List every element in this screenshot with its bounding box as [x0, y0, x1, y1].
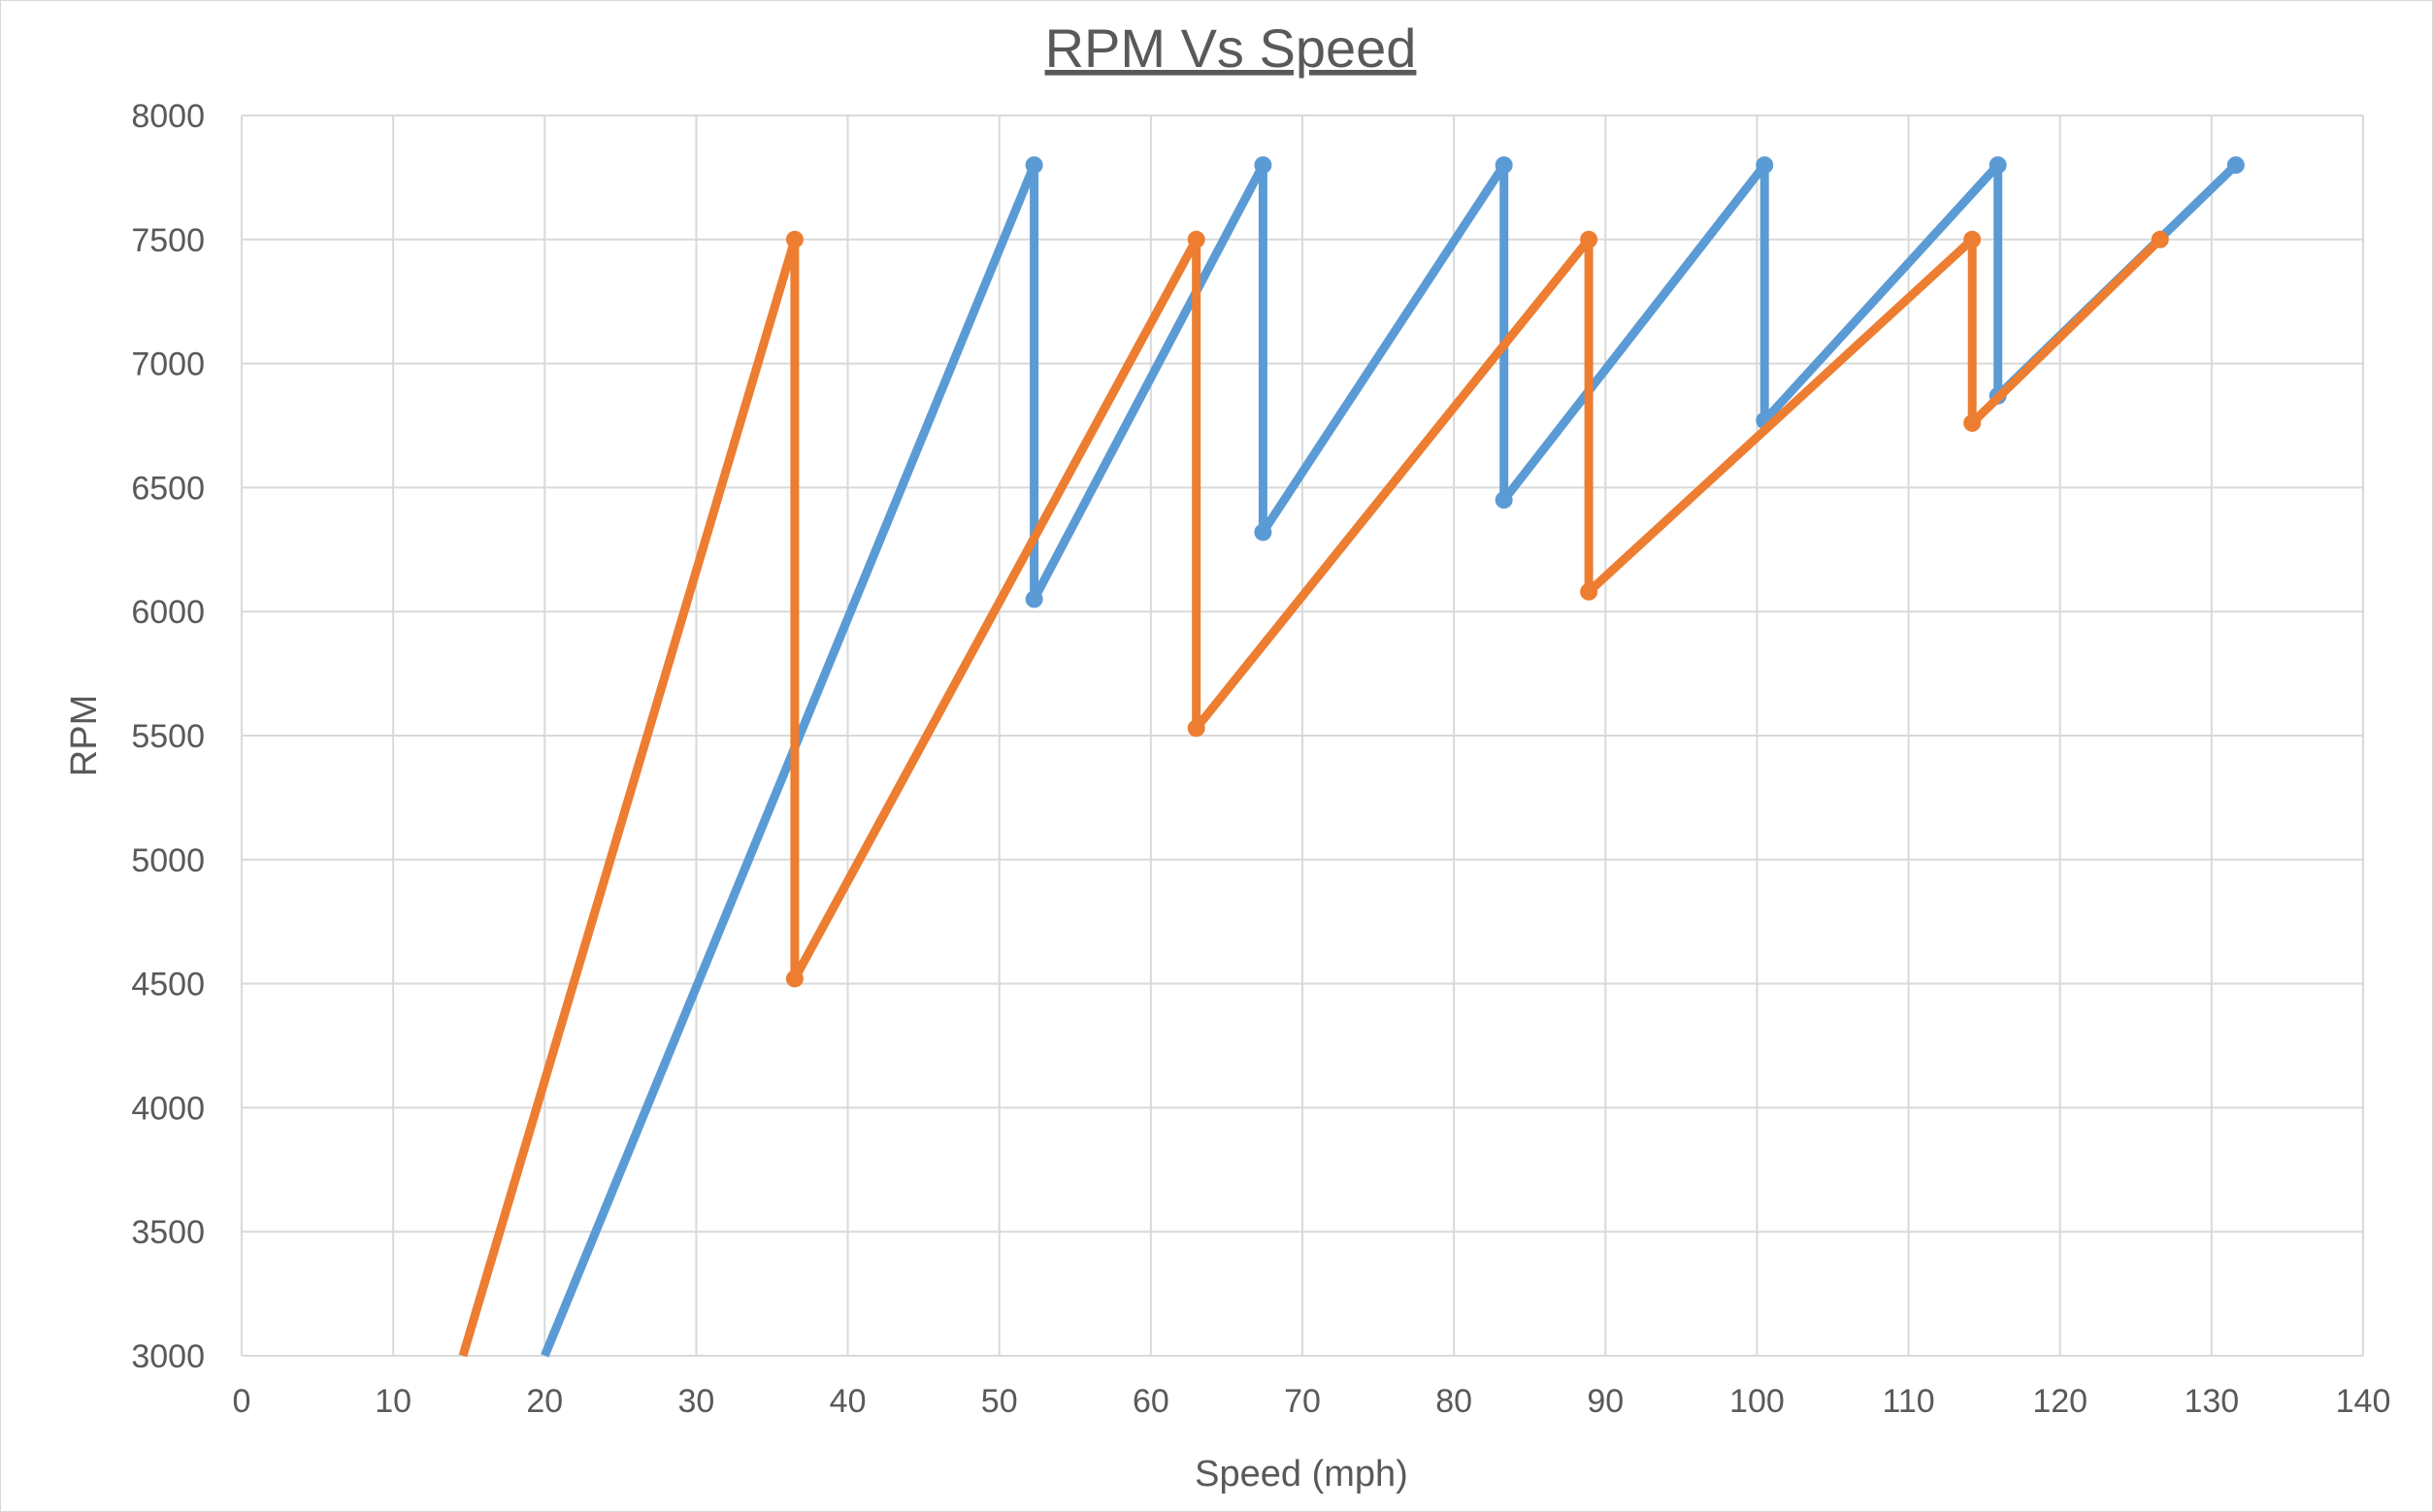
series-2-point — [1187, 230, 1205, 248]
x-tick-label: 40 — [830, 1383, 867, 1420]
series-1-point — [1025, 590, 1043, 608]
x-tick-label: 30 — [678, 1383, 715, 1420]
x-tick-label: 110 — [1882, 1383, 1934, 1420]
x-tick-label: 90 — [1587, 1383, 1624, 1420]
x-tick-label: 20 — [526, 1383, 563, 1420]
x-tick-label: 140 — [2336, 1383, 2391, 1420]
x-tick-label: 60 — [1133, 1383, 1169, 1420]
series-1-point — [1989, 156, 2007, 175]
y-tick-label: 5000 — [131, 842, 205, 879]
y-tick-label: 8000 — [131, 98, 205, 135]
y-axis-tick-labels: 3000 3500 4000 4500 5000 5500 6000 6500 7000 7500… — [131, 98, 205, 1375]
series-1 — [541, 156, 2245, 1358]
y-tick-label: 3500 — [131, 1214, 205, 1251]
series-2-point — [785, 230, 804, 248]
x-tick-label: 70 — [1284, 1383, 1321, 1420]
series-2-point — [1963, 230, 1982, 248]
series-2-point — [1187, 719, 1205, 738]
series-2-line — [458, 235, 2163, 1358]
y-tick-label: 5500 — [131, 718, 205, 755]
x-tick-label: 80 — [1435, 1383, 1472, 1420]
x-axis-tick-labels: 0 10 20 30 40 50 60 70 80 90 100 110 120 130 140 — [233, 1383, 2391, 1420]
y-tick-label: 4500 — [131, 967, 205, 1003]
x-tick-label: 50 — [981, 1383, 1018, 1420]
series-1-point — [1254, 523, 1272, 542]
y-tick-label: 6500 — [131, 470, 205, 507]
series-1-point — [1025, 156, 1043, 175]
series-2-point — [1963, 413, 1982, 432]
y-tick-label: 7500 — [131, 222, 205, 259]
series-2-point — [2151, 230, 2169, 248]
data-series — [458, 156, 2245, 1358]
x-tick-label: 10 — [375, 1383, 411, 1420]
series-2-point — [785, 970, 804, 988]
x-axis-title: Speed (mph) — [1195, 1454, 1408, 1495]
series-2-point — [1580, 582, 1598, 601]
y-axis-title: RPM — [64, 695, 105, 776]
y-tick-label: 7000 — [131, 346, 205, 383]
y-tick-label: 6000 — [131, 594, 205, 631]
series-1-point — [2226, 156, 2245, 175]
gridlines — [241, 115, 2364, 1357]
series-1-line — [541, 160, 2239, 1358]
x-tick-label: 0 — [233, 1383, 251, 1420]
series-1-point — [1495, 491, 1513, 509]
x-tick-label: 130 — [2184, 1383, 2239, 1420]
x-tick-label: 100 — [1729, 1383, 1785, 1420]
series-2 — [458, 230, 2169, 1358]
series-1-point — [1756, 156, 1774, 175]
y-tick-label: 4000 — [131, 1090, 205, 1127]
series-1-point — [1254, 156, 1272, 175]
x-tick-label: 120 — [2032, 1383, 2088, 1420]
y-tick-label: 3000 — [131, 1338, 205, 1375]
chart-title: RPM Vs Speed — [1045, 17, 1417, 79]
series-2-point — [1580, 230, 1598, 248]
series-1-point — [1495, 156, 1513, 175]
